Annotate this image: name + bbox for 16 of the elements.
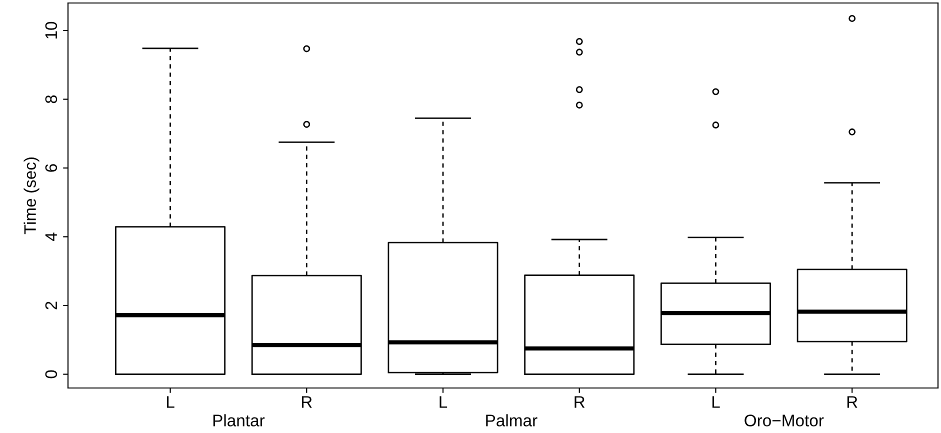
text: Palmar xyxy=(486,414,538,426)
y-tick-label: 2 xyxy=(45,302,57,310)
y-tick-label: 8 xyxy=(45,95,58,104)
y-tick-label: 10 xyxy=(45,22,58,38)
text: Plantar xyxy=(213,414,265,426)
x-tick-label: R xyxy=(847,396,858,408)
y-axis-title: Time (sec) xyxy=(24,157,40,234)
y-tick-label: 4 xyxy=(45,232,57,241)
y-tick-label: 0 xyxy=(45,370,58,378)
x-tick-label: R xyxy=(574,396,585,408)
x-tick-label: R xyxy=(302,396,312,408)
y-tick-label: 6 xyxy=(45,164,58,172)
x-tick-label: L xyxy=(440,396,448,408)
x-tick-label: L xyxy=(712,396,720,408)
text: Oro−Motor xyxy=(744,414,824,426)
x-tick-label: L xyxy=(167,396,174,408)
